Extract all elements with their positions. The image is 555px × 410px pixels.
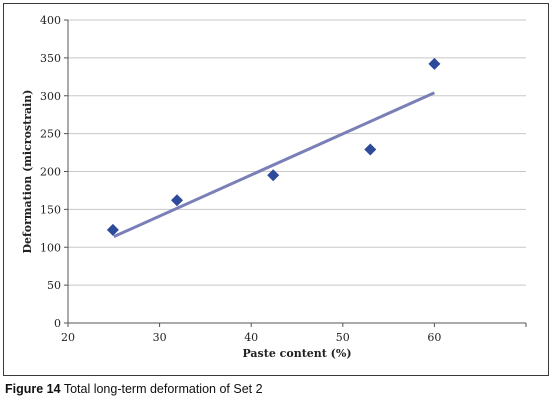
- y-tick-label: 100: [40, 241, 61, 254]
- y-axis-title: Deformation (microstrain): [21, 89, 34, 253]
- scatter-chart: 0 50 100 150 200 250 300 350 400 20 30 40 50 60 Past…: [21, 14, 527, 360]
- data-point-diamond: [106, 223, 119, 236]
- y-tick-label: 250: [40, 128, 61, 141]
- x-axis-title: Paste content (%): [242, 347, 351, 360]
- y-tick-label: 150: [40, 203, 61, 216]
- chart-frame: [3, 3, 549, 376]
- y-tick-label: 300: [40, 90, 61, 103]
- data-points: [106, 57, 441, 236]
- data-point-diamond: [267, 169, 280, 182]
- trendline-group: [113, 91, 436, 239]
- x-tick-label: 50: [336, 331, 350, 344]
- y-tick-labels: 0 50 100 150 200 250 300 350 400: [40, 14, 61, 330]
- x-tick-label: 30: [153, 331, 167, 344]
- x-tick-label: 20: [61, 331, 75, 344]
- x-tick-label: 60: [427, 331, 441, 344]
- x-tick-labels: 20 30 40 50 60: [61, 331, 441, 344]
- data-point-diamond: [428, 57, 441, 70]
- trendline: [113, 91, 436, 239]
- figure-label: Figure 14: [5, 382, 61, 396]
- y-tick-label: 50: [47, 279, 61, 292]
- figure-caption-text: Total long-term deformation of Set 2: [63, 382, 263, 396]
- gridlines: [68, 19, 526, 286]
- y-tick-label: 0: [54, 317, 61, 330]
- data-point-diamond: [364, 143, 377, 156]
- y-tick-label: 350: [40, 52, 61, 65]
- data-point-diamond: [171, 194, 184, 207]
- y-tick-label: 400: [40, 14, 61, 27]
- figure-caption: Figure 14 Total long-term deformation of…: [5, 382, 263, 396]
- y-tick-label: 200: [40, 166, 61, 179]
- axes: [64, 19, 527, 327]
- x-tick-label: 40: [244, 331, 258, 344]
